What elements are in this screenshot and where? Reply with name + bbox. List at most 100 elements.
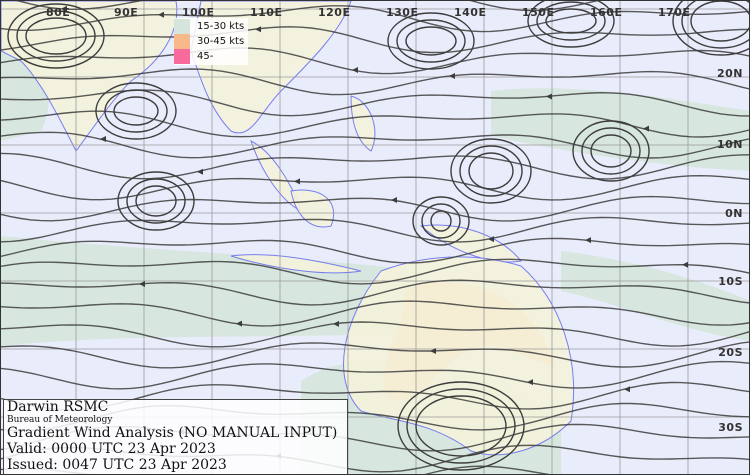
wind-15-30-area — [561, 251, 749, 341]
circulation-streamline — [95, 82, 177, 140]
agency-name: Bureau of Meteorology — [7, 415, 113, 425]
streamline — [1, 131, 749, 159]
streamline — [1, 89, 749, 117]
longitude-label: 130E — [386, 6, 419, 19]
longitude-label: 140E — [454, 6, 487, 19]
circulation-streamline — [126, 178, 186, 224]
latitude-label: 20S — [718, 346, 743, 359]
circulation-streamline — [468, 152, 514, 190]
longitude-label: 120E — [318, 6, 351, 19]
circulation-streamline — [406, 388, 516, 464]
circulation-streamline — [25, 17, 87, 55]
circulation-streamline — [104, 89, 168, 133]
flow-arrow — [643, 125, 649, 132]
circulation-streamline — [387, 12, 475, 70]
flow-arrow — [61, 5, 67, 12]
landmass — [1, 1, 178, 152]
streamline — [1, 5, 749, 33]
circulation-streamline — [396, 19, 466, 63]
circulation-streamline — [415, 395, 507, 457]
flow-arrow — [449, 73, 455, 80]
latitude-label: 20N — [716, 67, 743, 80]
flow-arrow — [158, 11, 164, 18]
streamline — [1, 279, 749, 306]
circulation-streamline — [7, 3, 105, 69]
issued-time: Issued: 0047 UTC 23 Apr 2023 — [7, 457, 227, 473]
flow-arrow — [527, 379, 533, 386]
flow-arrow — [255, 26, 261, 33]
legend-swatch — [174, 49, 190, 64]
longitude-label: 170E — [658, 6, 691, 19]
chart-info-box: Darwin RSMC Bureau of Meteorology Gradie… — [3, 399, 348, 474]
streamline — [16, 1, 600, 12]
streamline — [1, 26, 749, 54]
circulation-streamline — [527, 1, 615, 48]
longitude-label: 110E — [250, 6, 283, 19]
valid-time: Valid: 0000 UTC 23 Apr 2023 — [7, 441, 216, 457]
circulation-streamline — [672, 1, 749, 56]
flow-arrow — [391, 197, 397, 204]
circulation-streamline — [450, 138, 532, 204]
circulation-streamline — [430, 210, 452, 232]
latitude-label: 30S — [718, 421, 743, 434]
circulation-streamline — [590, 134, 632, 168]
circulation-streamline — [681, 1, 749, 49]
flow-arrow — [197, 168, 203, 175]
centre-name: Darwin RSMC — [7, 399, 109, 415]
flow-arrow — [294, 178, 300, 185]
streamline — [1, 360, 749, 390]
legend-swatch — [174, 19, 190, 34]
streamline — [1, 237, 749, 264]
circulation-streamline — [397, 381, 525, 471]
circulation-streamline — [117, 171, 195, 231]
streamline — [1, 258, 749, 285]
flow-arrow — [488, 236, 494, 243]
product-title: Gradient Wind Analysis (NO MANUAL INPUT) — [7, 425, 338, 441]
circulation-streamline — [135, 185, 177, 217]
streamline — [1, 68, 749, 96]
longitude-label: 100E — [182, 6, 215, 19]
circulation-streamline — [545, 8, 597, 34]
flow-arrow — [352, 67, 358, 74]
streamline — [1, 216, 749, 243]
circulation-streamline — [690, 1, 749, 42]
circulation-streamline — [536, 1, 606, 41]
streamline — [1, 321, 749, 348]
circulation-streamline — [405, 26, 457, 56]
longitude-label: 90E — [114, 6, 139, 19]
circulation-streamline — [412, 196, 470, 246]
legend-item: 15-30 kts — [174, 19, 244, 34]
flow-arrow — [585, 237, 591, 244]
flow-arrow — [100, 136, 106, 143]
flow-arrow — [682, 261, 688, 268]
legend-label: 15-30 kts — [197, 21, 245, 32]
streamline — [1, 195, 749, 222]
legend-item: 45- — [174, 49, 244, 64]
latitude-label: 10S — [718, 275, 743, 288]
flow-arrow — [236, 320, 242, 327]
legend-item: 30-45 kts — [174, 34, 244, 49]
longitude-label: 150E — [522, 6, 555, 19]
streamline — [1, 341, 749, 369]
circulation-streamline — [459, 145, 523, 197]
circulation-streamline — [581, 127, 641, 175]
legend-label: 30-45 kts — [197, 36, 245, 47]
legend-swatch — [174, 34, 190, 49]
flow-arrow — [546, 93, 552, 100]
flow-arrow — [430, 347, 436, 354]
streamline — [1, 174, 749, 201]
wind-speed-legend: 15-30 kts 30-45 kts 45- — [174, 18, 249, 65]
landmass — [290, 189, 335, 228]
landmass — [419, 224, 522, 263]
flow-arrow — [139, 280, 145, 287]
circulation-streamline — [113, 96, 159, 126]
streamline — [1, 300, 749, 327]
flow-arrow — [333, 320, 339, 327]
legend-label: 45- — [197, 51, 214, 62]
flow-arrow — [624, 386, 630, 393]
longitude-label: 160E — [590, 6, 623, 19]
latitude-label: 0N — [725, 207, 743, 220]
circulation-streamline — [16, 10, 96, 62]
